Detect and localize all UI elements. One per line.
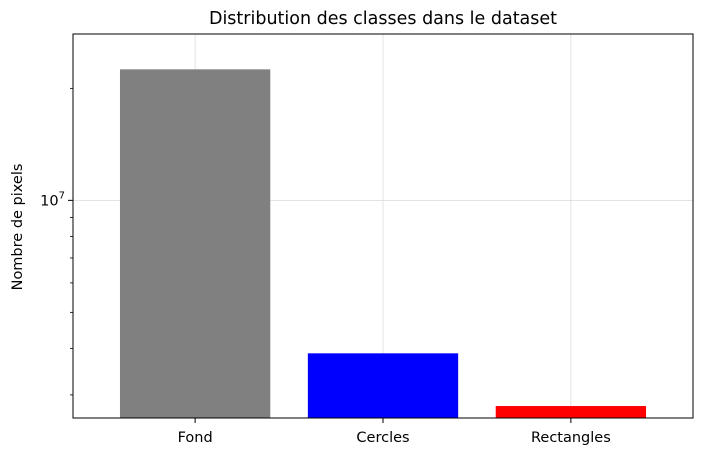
- bar-fond: [119, 69, 271, 418]
- y-axis-ticks: 107: [40, 87, 73, 396]
- bar-cercles: [307, 353, 459, 418]
- bars: [119, 69, 647, 418]
- x-tick-label: Fond: [178, 430, 213, 446]
- x-axis-ticks: Fond Cercles Rectangles: [178, 418, 611, 446]
- chart-title: Distribution des classes dans le dataset: [209, 9, 557, 29]
- x-tick-label: Rectangles: [531, 430, 611, 446]
- y-tick-label: 107: [40, 190, 65, 209]
- y-axis-label: Nombre de pixels: [10, 164, 26, 291]
- bar-rectangles: [495, 406, 647, 418]
- plot-frame: [72, 33, 694, 419]
- x-tick-label: Cercles: [356, 430, 409, 446]
